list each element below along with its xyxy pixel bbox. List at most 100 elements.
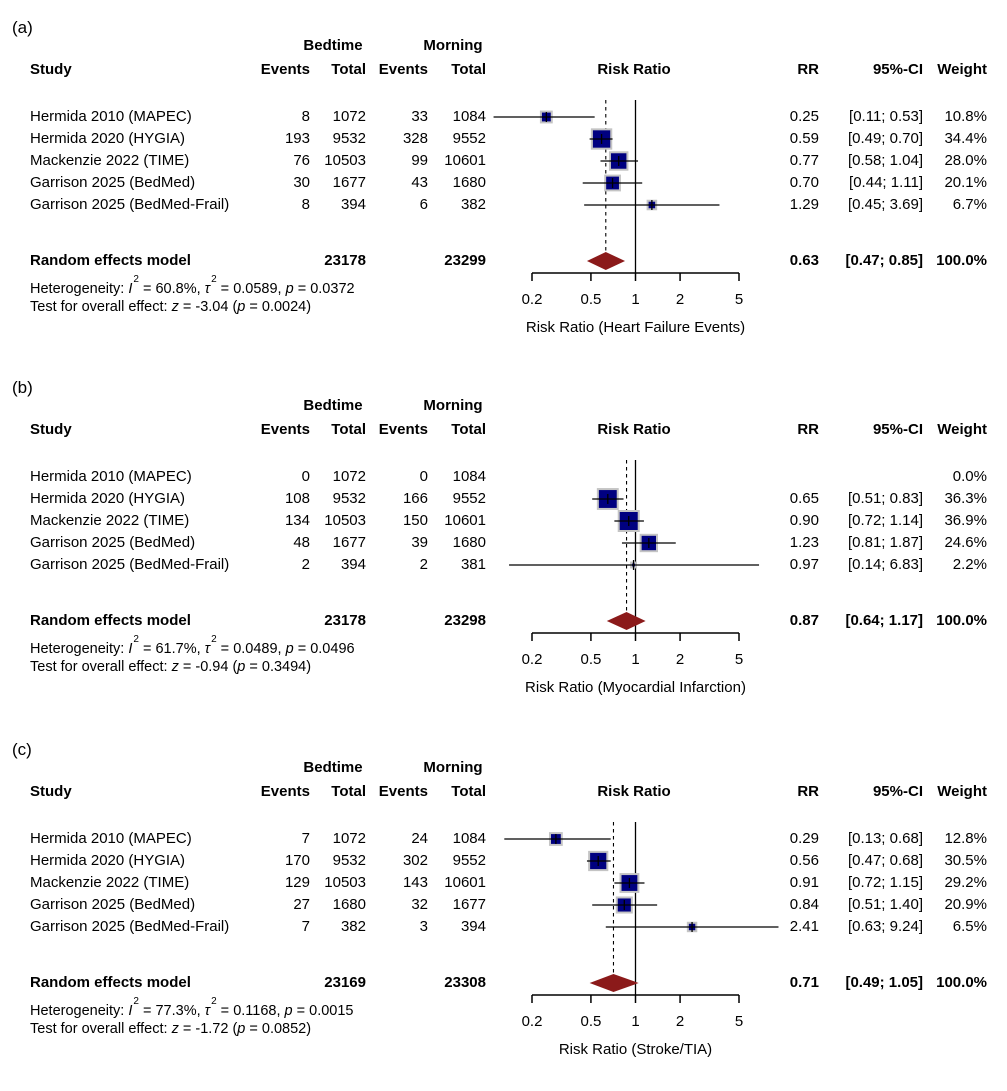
events-bedtime: 8 <box>301 196 310 213</box>
events-bedtime: 0 <box>301 468 310 485</box>
rr-value: 2.41 <box>789 918 819 935</box>
rr-value: 1.29 <box>789 196 819 213</box>
total-bedtime: 1072 <box>332 468 366 485</box>
column-header-weight: Weight <box>937 783 987 800</box>
p-symbol: p <box>285 640 294 657</box>
events-morning: 2 <box>419 556 428 573</box>
p-symbol: p <box>237 299 246 315</box>
ci-value: [0.13; 0.68] <box>847 830 923 847</box>
exponent: 2 <box>133 996 139 1007</box>
column-header-risk-ratio: Risk Ratio <box>597 421 671 438</box>
tau-squared-symbol: τ <box>204 280 211 297</box>
effect-square <box>608 151 629 171</box>
study-name: Mackenzie 2022 (TIME) <box>30 874 190 891</box>
total-bedtime: 382 <box>340 918 366 935</box>
study-name: Hermida 2020 (HYGIA) <box>30 490 186 507</box>
overall-test-label: Test for overall effect: <box>30 1021 168 1037</box>
ci-value: [0.63; 9.24] <box>847 918 923 935</box>
summary-total-morning: 23299 <box>444 252 486 269</box>
column-header-total-morning: Total <box>451 421 486 438</box>
ci-value: [0.72; 1.15] <box>847 874 923 891</box>
summary-ci-value: [0.47; 0.85] <box>845 252 923 269</box>
ci-value: [0.11; 0.53] <box>849 108 923 125</box>
i-squared-value: 77.3% <box>155 1002 197 1019</box>
x-axis-tick-label: 2 <box>676 291 684 308</box>
exponent: 2 <box>211 634 217 645</box>
exponent: 2 <box>211 996 217 1007</box>
events-bedtime: 129 <box>284 874 310 891</box>
z-value: -1.72 <box>195 1021 229 1037</box>
column-header-total-bedtime: Total <box>331 61 366 78</box>
events-bedtime: 2 <box>301 556 310 573</box>
events-bedtime: 48 <box>293 534 310 551</box>
weight-value: 30.5% <box>944 852 987 869</box>
study-name: Hermida 2020 (HYGIA) <box>30 852 186 869</box>
column-header-weight: Weight <box>937 421 987 438</box>
z-value: -0.94 <box>195 659 229 675</box>
z-value: -3.04 <box>195 299 229 315</box>
column-header-events-bedtime: Events <box>260 421 310 438</box>
summary-model-name: Random effects model <box>30 612 191 629</box>
rr-value: 0.77 <box>789 152 819 169</box>
summary-model-name: Random effects model <box>30 974 191 991</box>
events-morning: 166 <box>402 490 428 507</box>
exponent: 2 <box>133 274 139 285</box>
x-axis-tick-label: 1 <box>631 291 639 308</box>
total-bedtime: 1677 <box>332 534 366 551</box>
column-header-events-bedtime: Events <box>260 61 310 78</box>
study-name: Hermida 2020 (HYGIA) <box>30 130 186 147</box>
total-bedtime: 1680 <box>332 896 366 913</box>
weight-value: 36.9% <box>944 512 987 529</box>
effect-square <box>590 128 613 150</box>
p-symbol: p <box>237 1021 246 1037</box>
ci-value: [0.14; 6.83] <box>847 556 923 573</box>
x-axis-label: Risk Ratio (Heart Failure Events) <box>526 319 745 336</box>
events-morning: 33 <box>411 108 428 125</box>
weight-value: 28.0% <box>944 152 987 169</box>
effect-square <box>630 561 637 569</box>
column-header-group2: Morning <box>423 37 483 54</box>
column-header-group2: Morning <box>423 759 483 776</box>
z-symbol: z <box>171 659 179 675</box>
i-squared-symbol: I <box>128 1002 133 1019</box>
weight-value: 6.7% <box>952 196 987 213</box>
ci-value: [0.51; 0.83] <box>847 490 923 507</box>
summary-total-bedtime: 23178 <box>324 612 366 629</box>
summary-rr-value: 0.87 <box>789 612 819 629</box>
x-axis-tick-label: 0.2 <box>522 1013 543 1030</box>
weight-value: 2.2% <box>952 556 987 573</box>
total-morning: 382 <box>460 196 486 213</box>
study-name: Hermida 2010 (MAPEC) <box>30 468 192 485</box>
total-bedtime: 9532 <box>332 490 366 507</box>
x-axis-tick-label: 1 <box>631 651 639 668</box>
ci-value: [0.72; 1.14] <box>847 512 923 529</box>
panel-b: 0.2 0.5 1 2 5 Risk Ratio (Myocardial Infarcti… <box>0 360 1007 722</box>
total-morning: 9552 <box>452 852 486 869</box>
overall-test-label: Test for overall effect: <box>30 299 168 315</box>
z-symbol: z <box>171 1021 179 1037</box>
column-header-rr: RR <box>797 61 819 78</box>
panel-label: (c) <box>12 740 32 759</box>
events-bedtime: 30 <box>293 174 310 191</box>
column-header-total-morning: Total <box>451 783 486 800</box>
summary-weight-value: 100.0% <box>936 612 987 629</box>
summary-diamond <box>606 612 646 630</box>
x-axis-label: Risk Ratio (Stroke/TIA) <box>559 1041 712 1058</box>
ci-value: [0.51; 1.40] <box>847 896 923 913</box>
events-morning: 99 <box>411 152 428 169</box>
events-morning: 6 <box>419 196 428 213</box>
rr-value: 0.65 <box>789 490 819 507</box>
events-morning: 3 <box>419 918 428 935</box>
x-axis-label: Risk Ratio (Myocardial Infarction) <box>525 679 746 696</box>
effect-square <box>548 832 563 846</box>
events-bedtime: 76 <box>293 152 310 169</box>
tau-squared-value: 0.0589 <box>233 280 278 297</box>
i-squared-symbol: I <box>128 280 133 297</box>
rr-value: 0.59 <box>789 130 819 147</box>
column-header-risk-ratio: Risk Ratio <box>597 783 671 800</box>
p-symbol: p <box>285 280 294 297</box>
summary-total-morning: 23298 <box>444 612 486 629</box>
total-bedtime: 9532 <box>332 852 366 869</box>
i-squared-value: 61.7% <box>155 640 197 657</box>
